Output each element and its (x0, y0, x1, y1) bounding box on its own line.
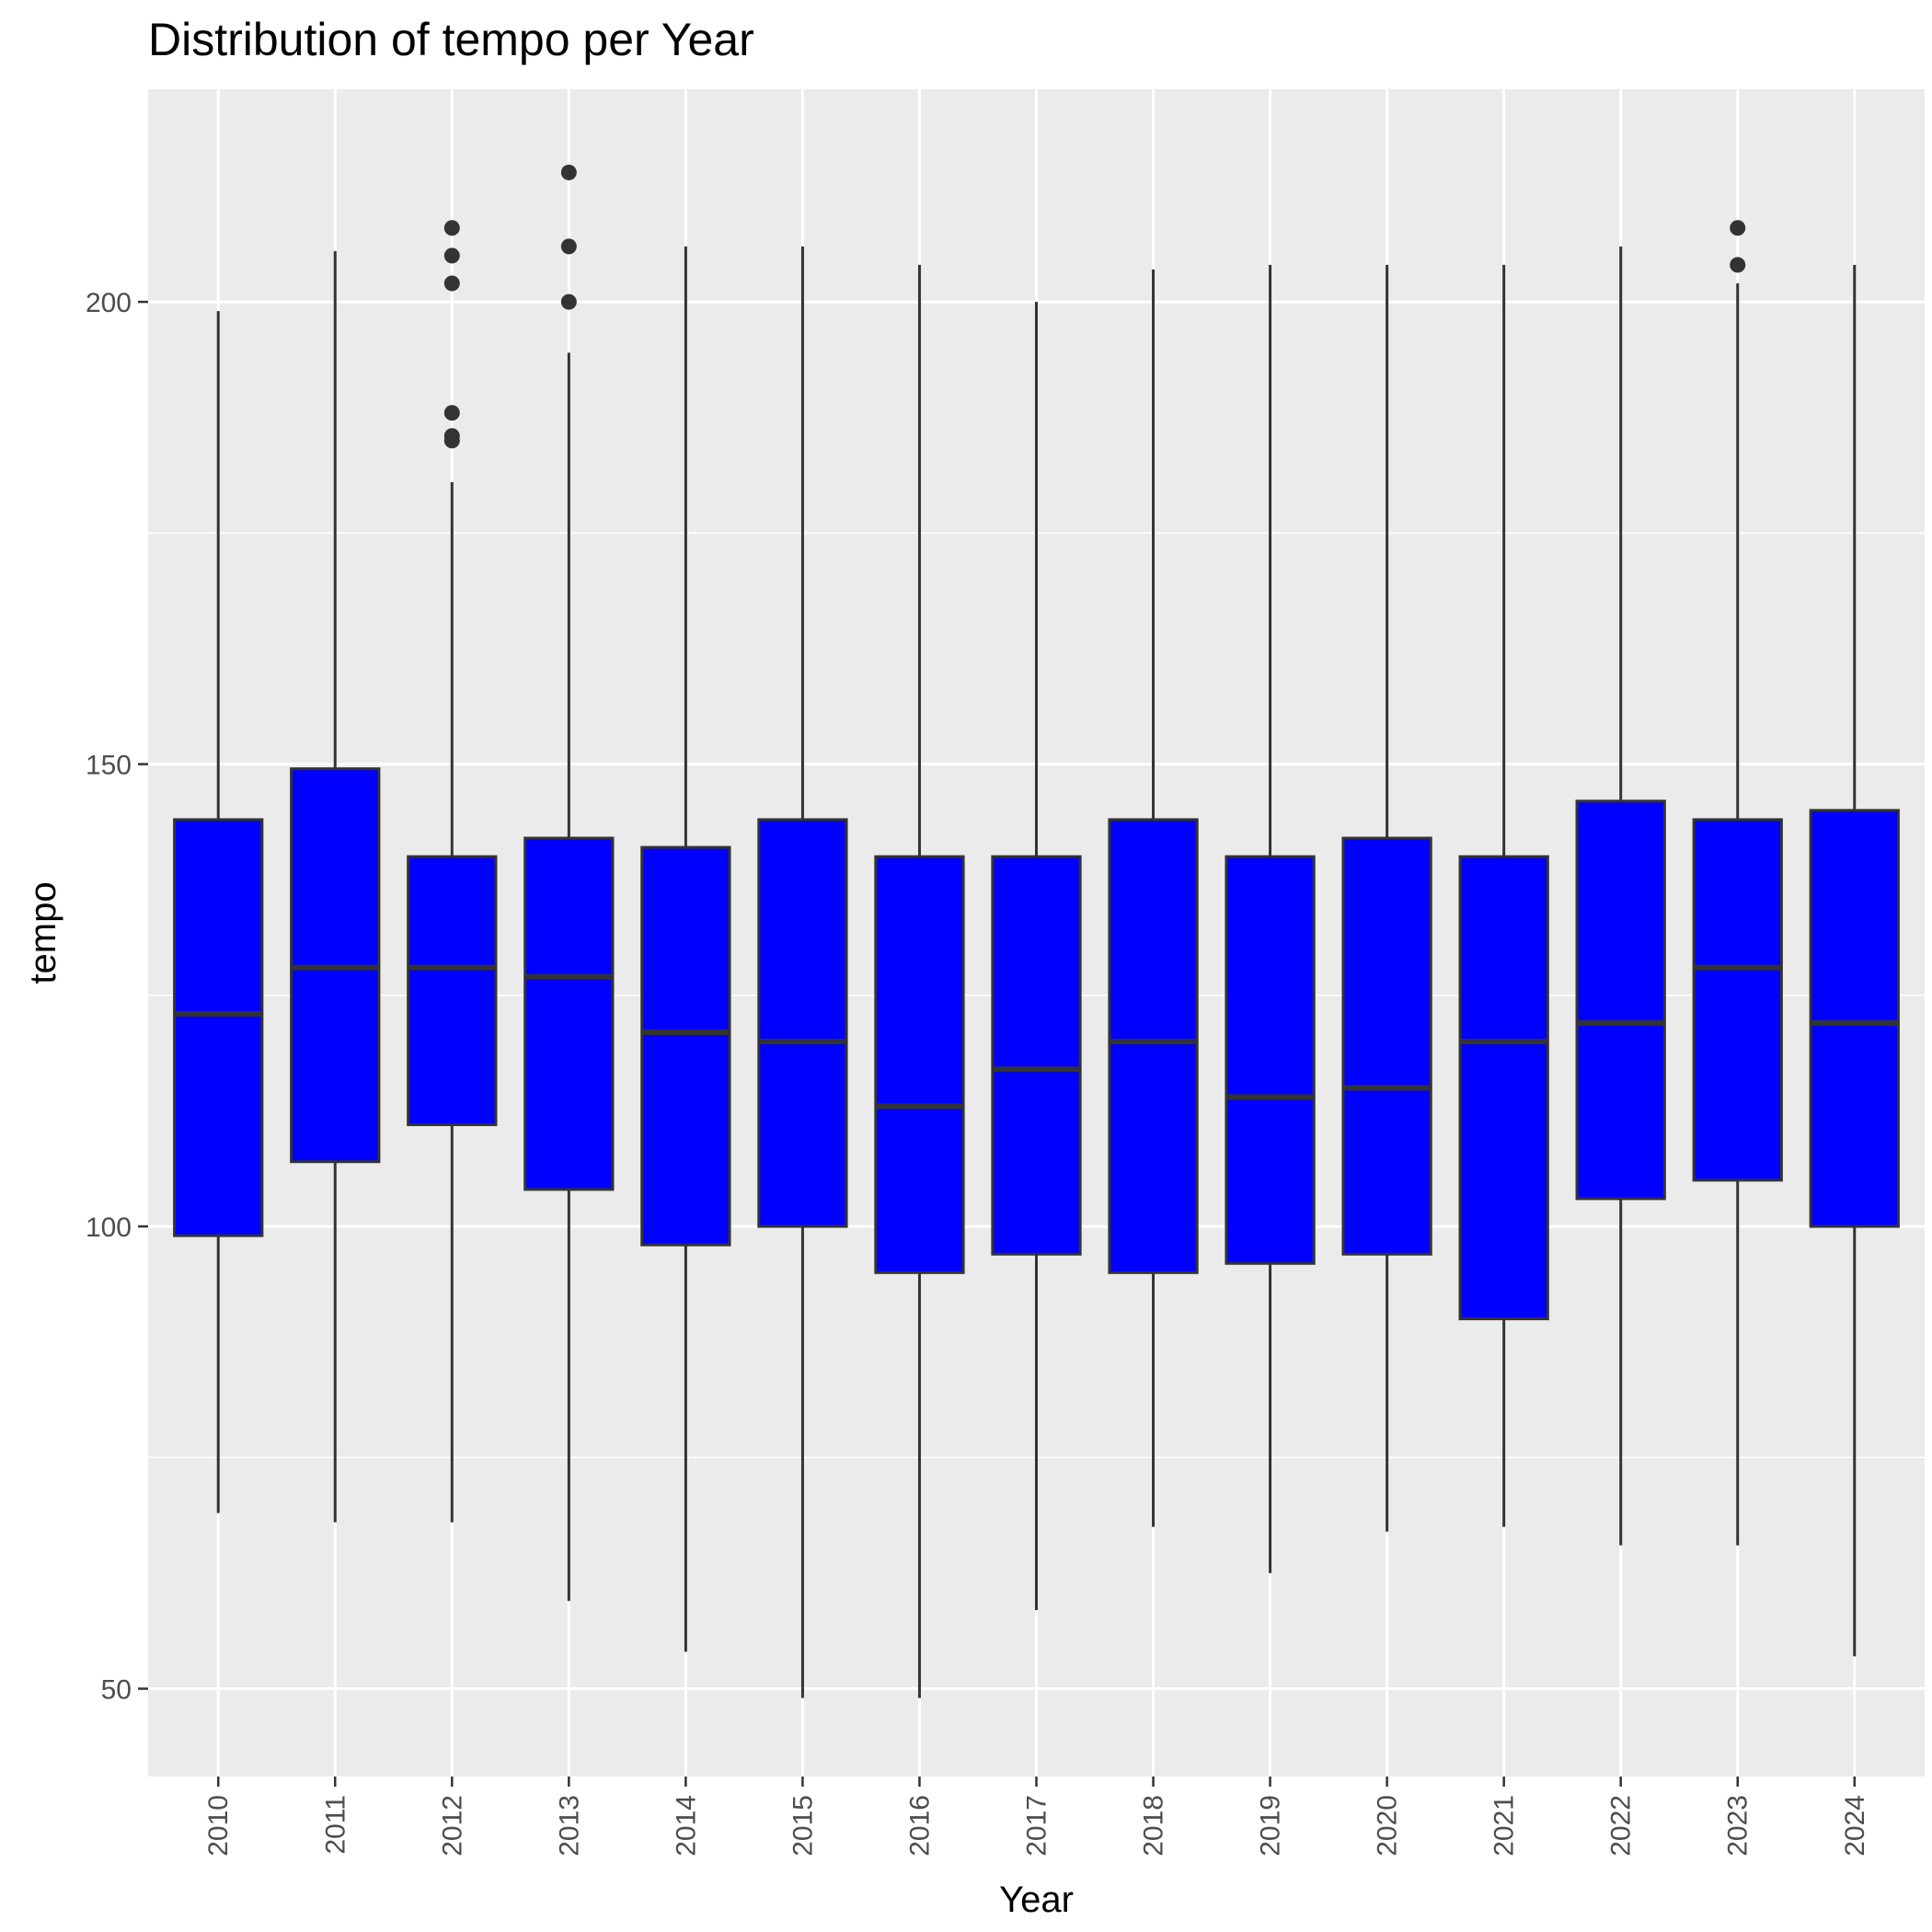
outlier-point (443, 405, 460, 421)
box-body (757, 818, 848, 1228)
box-body (1225, 855, 1316, 1265)
chart-title: Distribution of tempo per Year (148, 14, 754, 65)
x-tick-label: 2021 (1489, 1795, 1520, 1857)
box-2021 (1458, 264, 1549, 1527)
box-2016 (874, 264, 965, 1698)
x-tick-label: 2024 (1840, 1795, 1870, 1857)
outlier-point (443, 220, 460, 236)
outlier-point (1730, 220, 1746, 236)
box-body (1108, 818, 1199, 1274)
x-tick-label: 2011 (320, 1795, 351, 1855)
box-2014 (640, 246, 731, 1652)
y-axis-title: tempo (23, 881, 63, 983)
y-axis: 50 100 150 200 (86, 288, 148, 1706)
outlier-point (560, 293, 577, 310)
box-2015 (757, 246, 848, 1698)
box-body (1458, 855, 1549, 1321)
box-2010 (173, 311, 264, 1513)
box-body (407, 855, 498, 1127)
box-body (523, 836, 615, 1191)
box-2024 (1809, 264, 1900, 1657)
outlier-point (443, 275, 460, 292)
x-tick-label: 2013 (554, 1795, 584, 1857)
x-tick-label: 2022 (1606, 1795, 1637, 1857)
x-tick-label: 2023 (1723, 1795, 1754, 1857)
box-2011 (290, 250, 381, 1523)
box-body (991, 855, 1082, 1256)
box-2020 (1341, 264, 1432, 1532)
box-body (173, 818, 264, 1237)
x-tick-label: 2019 (1256, 1795, 1286, 1857)
outlier-point (443, 247, 460, 264)
box-body (1575, 799, 1666, 1201)
box-2013 (523, 164, 615, 1602)
outlier-point (560, 164, 577, 180)
box-body (640, 845, 731, 1247)
box-2023 (1692, 220, 1783, 1546)
box-2012 (407, 220, 498, 1523)
x-tick-label: 2018 (1139, 1795, 1169, 1857)
y-tick-label: 100 (86, 1213, 132, 1243)
box-body (1692, 818, 1783, 1182)
outlier-point (1730, 257, 1746, 273)
box-series (173, 164, 1900, 1698)
outlier-point (443, 428, 460, 444)
x-tick-label: 2020 (1373, 1795, 1403, 1857)
y-tick-label: 50 (101, 1675, 132, 1706)
x-tick-label: 2017 (1022, 1795, 1052, 1857)
y-tick-label: 200 (86, 288, 132, 318)
box-body (1341, 836, 1432, 1256)
x-tick-label: 2010 (203, 1795, 234, 1857)
y-tick-label: 150 (86, 751, 132, 781)
box-body (874, 855, 965, 1274)
x-tick-label: 2012 (437, 1795, 467, 1857)
x-tick-label: 2016 (904, 1795, 935, 1857)
box-2022 (1575, 246, 1666, 1546)
x-axis-title: Year (999, 1880, 1074, 1920)
box-2019 (1225, 264, 1316, 1573)
outlier-point (560, 238, 577, 255)
box-2018 (1108, 269, 1199, 1527)
x-tick-label: 2015 (788, 1795, 818, 1857)
box-2017 (991, 302, 1082, 1611)
box-body (1809, 809, 1900, 1228)
x-tick-label: 2014 (671, 1795, 701, 1857)
x-axis: 2010 2011 2012 2013 2014 2015 2016 2017 2018 2019… (203, 1777, 1870, 1857)
